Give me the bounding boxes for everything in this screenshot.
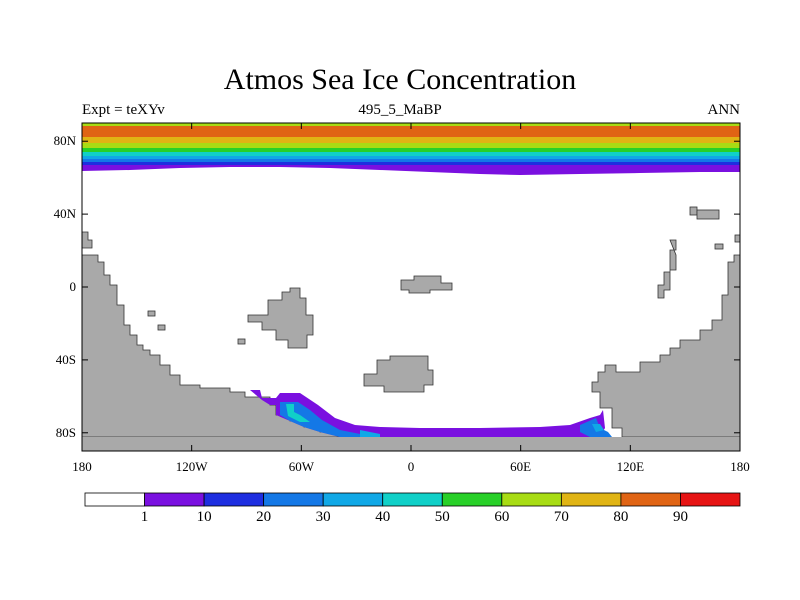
lon-tick-label: 180	[72, 459, 92, 474]
lat-tick-label: 40S	[55, 351, 76, 367]
arctic-sea-ice	[82, 123, 740, 175]
lat-tick-label: 0	[69, 279, 77, 294]
land-masses	[81, 206, 741, 438]
antarctic-sea-ice	[250, 390, 612, 437]
lon-tick-label: 60E	[510, 459, 532, 474]
colorbar-swatch	[263, 492, 324, 507]
colorbar-label: 1	[140, 509, 149, 525]
colorbar-label: 40	[375, 509, 391, 525]
colorbar-swatch	[620, 492, 681, 507]
colorbar-label: 90	[672, 509, 688, 525]
lon-tick-label: 0	[407, 459, 415, 474]
lat-tick-label: 80N	[53, 133, 76, 149]
colorbar-swatch	[680, 492, 741, 507]
axis-ticks	[81, 123, 741, 451]
lon-tick-label: 120E	[616, 459, 645, 474]
lat-tick-label: 80S	[55, 424, 76, 440]
colorbar-swatch	[84, 492, 145, 507]
lon-tick-label: 60W	[288, 459, 314, 474]
lon-tick-label: 180	[730, 459, 750, 474]
antarctica-land	[82, 437, 740, 451]
colorbar-label: 20	[256, 509, 272, 525]
season-label: ANN	[707, 102, 741, 118]
map-title: Atmos Sea Ice Concentration	[223, 63, 577, 96]
colorbar-label: 10	[196, 509, 212, 525]
lat-tick-label: 40N	[53, 206, 76, 222]
colorbar-swatch	[560, 492, 622, 507]
colorbar	[84, 492, 741, 507]
colorbar-swatch	[441, 492, 503, 507]
colorbar-swatch	[144, 492, 205, 507]
colorbar-swatch	[382, 492, 443, 507]
colorbar-swatch	[501, 492, 562, 507]
colorbar-label: 70	[553, 509, 569, 525]
colorbar-label: 80	[613, 509, 629, 525]
period-label: 495_5_MaBP	[358, 102, 442, 118]
lon-tick-label: 120W	[175, 459, 208, 474]
colorbar-swatch	[203, 492, 265, 507]
colorbar-swatch	[322, 492, 384, 507]
colorbar-label: 30	[315, 509, 331, 525]
colorbar-label: 50	[434, 509, 450, 525]
colorbar-label: 60	[494, 509, 510, 525]
experiment-label: Expt = teXYv	[82, 102, 165, 118]
